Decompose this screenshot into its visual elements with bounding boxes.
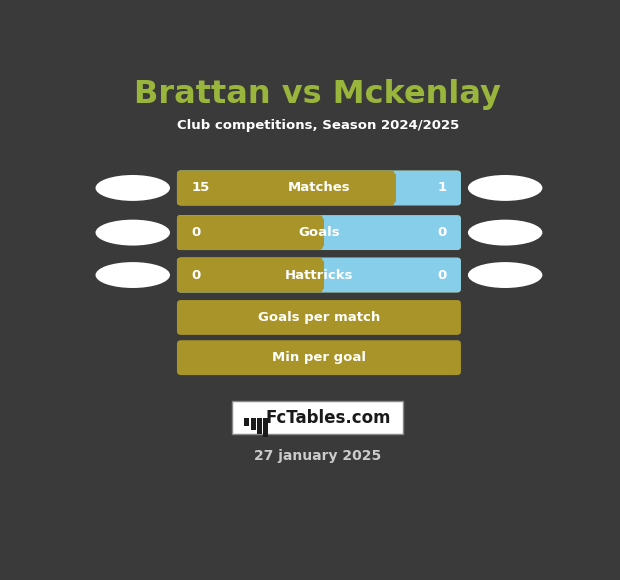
FancyBboxPatch shape bbox=[177, 258, 461, 292]
Text: 15: 15 bbox=[192, 182, 210, 194]
Bar bbox=[244, 418, 249, 426]
Text: 0: 0 bbox=[437, 269, 446, 281]
FancyBboxPatch shape bbox=[177, 215, 461, 250]
Text: 1: 1 bbox=[437, 182, 446, 194]
Text: 27 january 2025: 27 january 2025 bbox=[254, 449, 381, 463]
FancyBboxPatch shape bbox=[177, 215, 323, 250]
Ellipse shape bbox=[468, 262, 542, 288]
FancyBboxPatch shape bbox=[177, 258, 323, 292]
Ellipse shape bbox=[468, 175, 542, 201]
Bar bbox=[257, 418, 262, 434]
FancyBboxPatch shape bbox=[177, 215, 461, 250]
Text: Min per goal: Min per goal bbox=[272, 351, 366, 364]
Text: FcTables.com: FcTables.com bbox=[265, 408, 391, 426]
Ellipse shape bbox=[95, 175, 170, 201]
FancyBboxPatch shape bbox=[177, 300, 461, 335]
FancyBboxPatch shape bbox=[181, 261, 324, 289]
Ellipse shape bbox=[95, 220, 170, 245]
Text: Club competitions, Season 2024/2025: Club competitions, Season 2024/2025 bbox=[177, 119, 459, 132]
Ellipse shape bbox=[95, 262, 170, 288]
Ellipse shape bbox=[468, 220, 542, 245]
Text: Hattricks: Hattricks bbox=[285, 269, 353, 281]
Bar bbox=[264, 418, 268, 437]
FancyBboxPatch shape bbox=[177, 171, 394, 205]
FancyBboxPatch shape bbox=[181, 174, 396, 202]
Text: Matches: Matches bbox=[288, 182, 350, 194]
FancyBboxPatch shape bbox=[177, 340, 461, 375]
Text: Brattan vs Mckenlay: Brattan vs Mckenlay bbox=[135, 79, 501, 110]
FancyBboxPatch shape bbox=[177, 171, 461, 205]
Text: 0: 0 bbox=[192, 226, 201, 239]
Text: 0: 0 bbox=[437, 226, 446, 239]
FancyBboxPatch shape bbox=[177, 171, 461, 205]
Text: Goals: Goals bbox=[298, 226, 340, 239]
Text: 0: 0 bbox=[192, 269, 201, 281]
FancyBboxPatch shape bbox=[181, 219, 324, 246]
FancyBboxPatch shape bbox=[232, 401, 403, 434]
FancyBboxPatch shape bbox=[177, 258, 461, 292]
Text: Goals per match: Goals per match bbox=[258, 311, 380, 324]
Bar bbox=[250, 418, 255, 430]
